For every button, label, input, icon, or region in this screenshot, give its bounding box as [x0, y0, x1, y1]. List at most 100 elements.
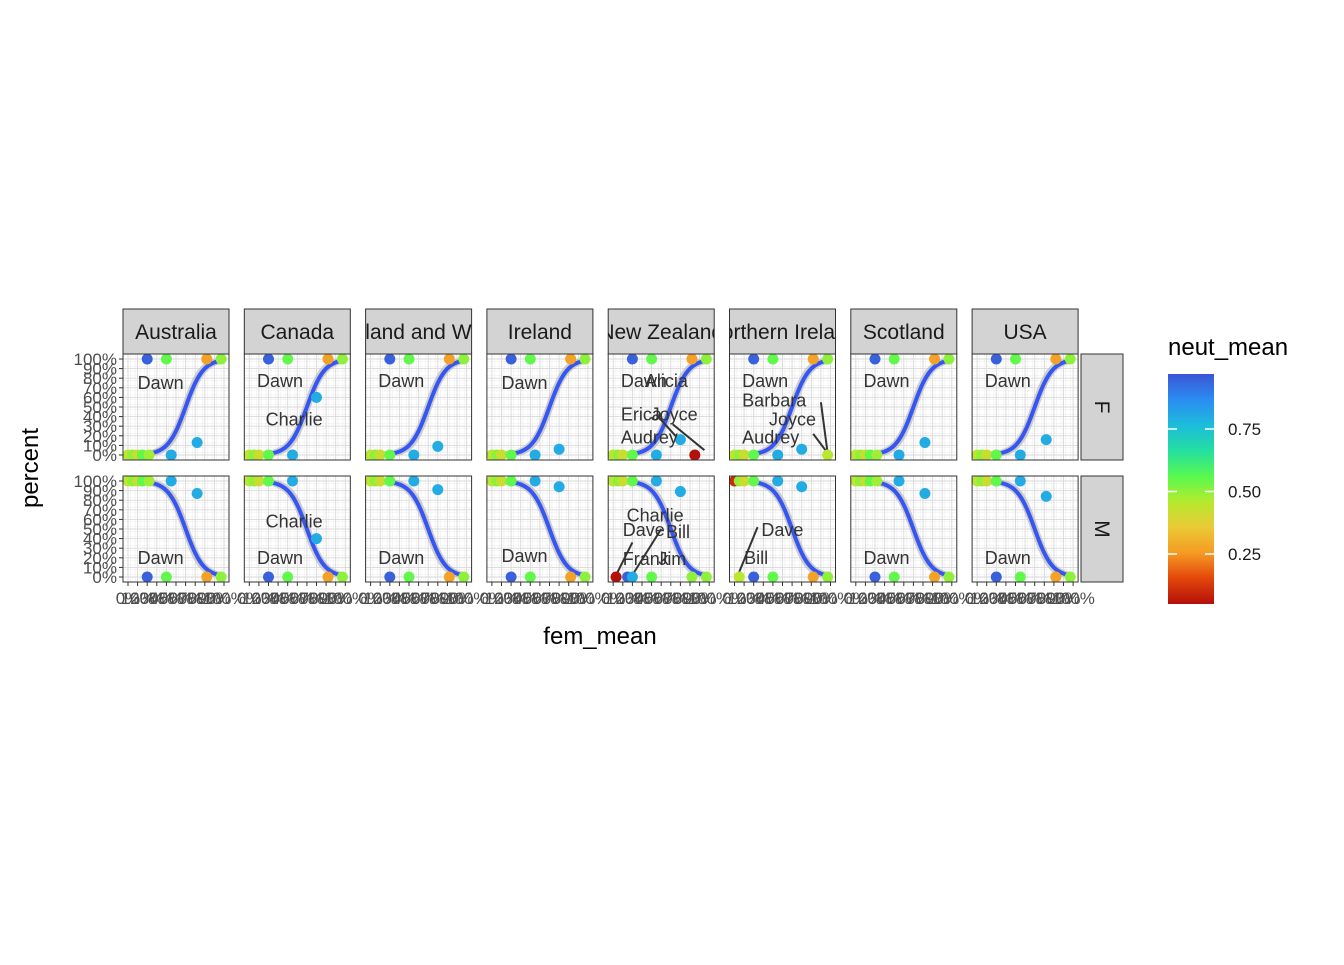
x-tick-label: 90% — [1046, 589, 1080, 608]
row-strip-background — [1080, 475, 1124, 583]
data-point — [165, 475, 177, 487]
data-point — [201, 353, 213, 365]
data-point — [748, 571, 760, 583]
data-point — [981, 449, 993, 461]
point-name-label: Frank — [623, 549, 670, 569]
x-tick-label: 70% — [178, 589, 212, 608]
data-point — [505, 475, 517, 487]
data-point — [458, 571, 470, 583]
panel-scotland-m: Dawn 0%10%20%30%40%50%60%70%80%90%100% — [844, 475, 974, 608]
data-point — [748, 353, 760, 365]
x-tick-label: 10% — [484, 589, 518, 608]
confidence-band — [128, 357, 224, 457]
data-point — [505, 353, 517, 365]
data-point — [496, 449, 507, 461]
y-tick-label: 80% — [83, 369, 117, 388]
data-point — [610, 571, 622, 583]
data-point — [253, 475, 265, 487]
y-tick-label: 100% — [74, 472, 117, 491]
confidence-band — [855, 357, 952, 457]
y-tick-label: 70% — [83, 379, 117, 398]
data-point — [579, 571, 591, 583]
x-tick-label: 20% — [615, 589, 649, 608]
x-tick-label: 30% — [989, 589, 1023, 608]
x-tick-label: 20% — [494, 589, 528, 608]
label-leader-line — [672, 423, 706, 451]
x-tick-label: 70% — [421, 589, 455, 608]
row-strip-label: M — [1090, 520, 1113, 538]
point-name-label: Bill — [666, 522, 690, 542]
confidence-band — [249, 479, 346, 579]
data-point — [443, 353, 455, 365]
x-tick-label: 100% — [930, 589, 973, 608]
point-name-label: Dawn — [863, 371, 909, 391]
data-point — [929, 571, 941, 583]
data-point — [990, 353, 1002, 365]
x-tick-label: 90% — [197, 589, 231, 608]
data-point — [919, 487, 931, 499]
data-point — [553, 481, 565, 493]
data-point — [384, 475, 396, 487]
data-point — [505, 449, 517, 461]
x-tick-label: 40% — [877, 589, 911, 608]
data-point — [524, 571, 536, 583]
x-tick-label: 80% — [552, 589, 586, 608]
data-point — [943, 353, 955, 365]
x-tick-label: 20% — [737, 589, 771, 608]
x-tick-label: 80% — [916, 589, 950, 608]
data-point — [311, 391, 322, 403]
strip-background — [971, 308, 1079, 355]
point-name-label: Jim — [658, 549, 686, 569]
x-tick-label: 70% — [663, 589, 697, 608]
data-point — [888, 571, 900, 583]
data-point — [215, 571, 227, 583]
y-tick-label: 30% — [83, 539, 117, 558]
point-name-label: Audrey — [621, 428, 678, 448]
data-point — [981, 475, 993, 487]
data-point — [565, 571, 577, 583]
data-point — [869, 353, 881, 365]
data-point — [807, 353, 819, 365]
panel-canada-f: Dawn Charlie — [243, 353, 351, 461]
data-point — [374, 475, 386, 487]
data-point — [700, 571, 712, 583]
data-point — [165, 449, 177, 461]
data-point — [191, 487, 203, 499]
point-name-label: Dawn — [502, 546, 548, 566]
panel-canada-m: Charlie Dawn 0%10%20%30%40%50%60%70%80%90%… — [237, 475, 367, 608]
strip-northern-ireland: Northern Ireland — [729, 308, 836, 355]
panel-border — [971, 353, 1079, 461]
data-point — [674, 434, 686, 446]
x-tick-label: 50% — [887, 589, 921, 608]
x-tick-label: 80% — [309, 589, 343, 608]
data-point — [1010, 353, 1021, 365]
point-name-label: Audrey — [742, 428, 799, 448]
x-tick-label: 30% — [746, 589, 780, 608]
x-tick-label: 30% — [504, 589, 538, 608]
legend-title: neut_mean — [1168, 334, 1288, 361]
data-point — [282, 353, 294, 365]
x-tick-label: 0% — [601, 589, 626, 608]
y-tick-label: 0% — [92, 568, 117, 587]
data-point — [443, 571, 455, 583]
data-point — [646, 571, 658, 583]
y-tick-label: 80% — [83, 491, 117, 510]
point-name-label: Dawn — [621, 371, 667, 391]
point-name-label: Dawn — [138, 373, 184, 393]
point-name-label: Joyce — [769, 409, 816, 429]
x-tick-label: 0% — [965, 589, 990, 608]
data-point — [650, 449, 662, 461]
data-point — [767, 353, 779, 365]
strip-background — [122, 308, 230, 355]
x-tick-label: 80% — [188, 589, 222, 608]
strip-label: Scotland — [863, 321, 945, 344]
data-point — [1064, 571, 1076, 583]
data-point — [1014, 449, 1026, 461]
point-name-label: Dave — [761, 520, 803, 540]
data-point — [893, 475, 905, 487]
confidence-band — [613, 357, 710, 457]
legend-colorbar — [1168, 374, 1214, 604]
data-point — [822, 571, 834, 583]
panel-border — [607, 353, 715, 461]
